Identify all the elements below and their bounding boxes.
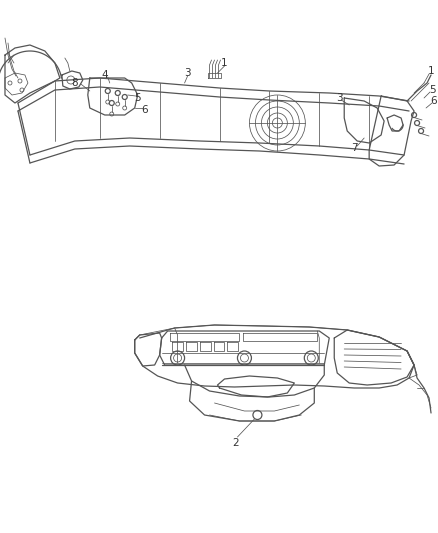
Text: 5: 5 [134,93,141,103]
Text: 7: 7 [351,143,357,153]
Text: 6: 6 [141,105,148,115]
Text: 8: 8 [71,78,78,88]
Text: 3: 3 [336,93,343,103]
Text: 4: 4 [102,70,108,80]
Text: 5: 5 [429,85,435,95]
Text: 6: 6 [431,96,437,106]
Text: 1: 1 [428,66,434,76]
Text: 3: 3 [184,68,191,78]
Text: 1: 1 [221,58,228,68]
Text: 2: 2 [232,438,239,448]
